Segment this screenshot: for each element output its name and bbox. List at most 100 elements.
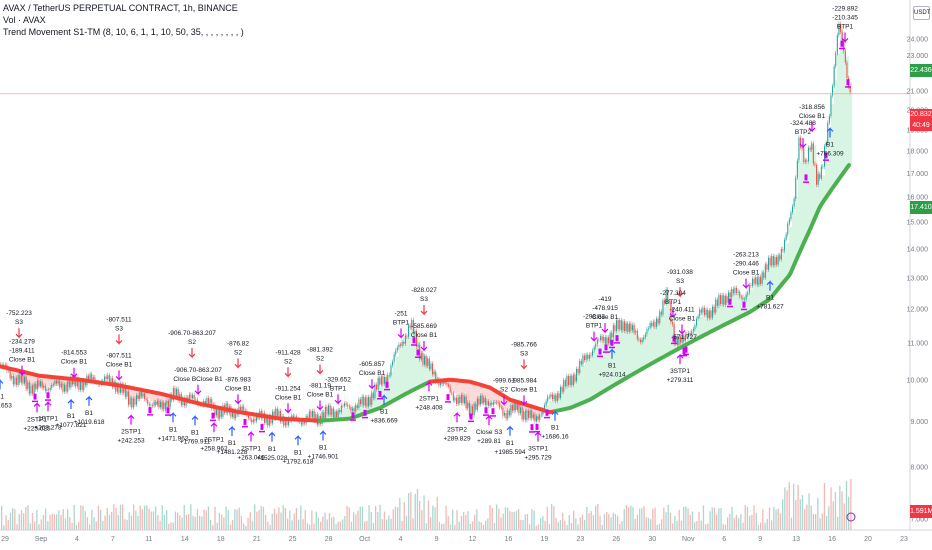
take-profit-marker-base	[350, 419, 356, 421]
candle-body	[672, 322, 674, 325]
candle-body	[604, 337, 606, 344]
candle-body	[513, 401, 515, 411]
volume-bar	[810, 505, 812, 530]
volume-bar	[647, 517, 650, 530]
signal-arrow-down	[284, 403, 292, 414]
volume-bar	[533, 510, 535, 530]
fill-slice	[819, 182, 823, 209]
candle-body	[537, 416, 539, 420]
candle-body	[809, 147, 811, 150]
candle-body	[481, 395, 483, 403]
take-profit-marker-base	[681, 354, 687, 357]
candle-body	[110, 378, 112, 382]
signal-long: B1 +1471.962	[158, 411, 189, 442]
volume-bar	[740, 514, 742, 530]
volume-bar	[359, 506, 361, 530]
fill-slice	[753, 285, 757, 310]
volume-bar	[597, 504, 599, 530]
candle-body	[830, 95, 832, 117]
volume-bar	[588, 513, 590, 530]
fill-slice	[552, 398, 556, 412]
candle-body	[734, 287, 736, 294]
fill-slice	[357, 405, 361, 417]
volume-bar	[1, 505, 3, 530]
indicator-legend[interactable]: Trend Movement S1-TM (8, 10, 6, 1, 1, 10…	[3, 27, 244, 37]
fill-slice	[696, 322, 700, 340]
candle-body	[636, 330, 638, 340]
volume-bar	[212, 525, 214, 530]
signal-label: +263.046	[237, 454, 265, 461]
fill-slice	[597, 344, 601, 396]
signal-close: Close B1 -318.856	[799, 104, 826, 133]
replay-icon[interactable]	[846, 512, 856, 522]
moving-average-line	[428, 377, 556, 415]
signal-arrow-down	[678, 324, 686, 335]
fill-slice	[810, 147, 814, 230]
volume-bar	[808, 493, 810, 530]
x-tick-label: 9	[435, 536, 439, 543]
volume-bar	[174, 511, 177, 530]
currency-button[interactable]: USDT	[913, 6, 930, 20]
signal-short: S3 -807.511	[106, 316, 132, 345]
candle-body	[41, 381, 43, 388]
signal-long: B1 +1019.618	[74, 395, 105, 426]
volume-bar	[702, 505, 705, 530]
signal-short: S3 -931.038	[667, 269, 693, 298]
candle-body	[172, 388, 174, 401]
candle-body	[635, 330, 637, 333]
candle-body	[121, 383, 123, 393]
volume-bar	[837, 516, 839, 530]
fill-slice	[531, 406, 535, 418]
volume-bar	[438, 521, 441, 530]
volume-bar	[166, 510, 168, 530]
candle-body	[292, 415, 294, 418]
moving-average-line	[318, 379, 432, 423]
fill-slice	[339, 410, 343, 420]
candle-body	[425, 356, 427, 366]
signal-label: +1019.618	[74, 419, 105, 426]
signal-close: Close B1 -985.984	[511, 377, 538, 406]
candle-body	[332, 408, 334, 418]
candle-body	[624, 321, 626, 331]
signal-label: B1	[228, 440, 236, 447]
volume-legend[interactable]: Vol · AVAX	[3, 15, 46, 25]
signal-label: S3	[115, 325, 123, 332]
candle-body	[745, 294, 747, 300]
volume-bar	[524, 514, 526, 530]
candle-body	[124, 384, 126, 397]
signal-label: -876.82	[227, 340, 249, 347]
volume-bar	[815, 514, 817, 530]
candle-body	[251, 419, 253, 423]
candle-body	[372, 392, 374, 399]
take-profit-marker	[545, 409, 549, 416]
fill-slice	[825, 155, 829, 200]
candle-body	[265, 416, 267, 423]
candle-body	[497, 402, 499, 404]
volume-bar	[278, 507, 280, 530]
symbol-legend[interactable]: AVAX / TetherUS PERPETUAL CONTRACT, 1h, …	[3, 3, 238, 13]
volume-bar	[529, 524, 531, 530]
signal-label: B1	[826, 141, 834, 148]
signal-long: B1 +33.653	[0, 378, 12, 409]
fill-slice	[666, 300, 670, 356]
fill-slice	[495, 390, 499, 404]
candle-body	[444, 381, 446, 383]
fill-slice	[774, 261, 778, 295]
candle-body	[473, 403, 475, 415]
candle-body	[729, 292, 731, 298]
candle-body	[276, 408, 278, 418]
candle-body	[384, 377, 386, 384]
volume-bar	[251, 521, 254, 530]
signal-label: -585.669	[411, 323, 437, 330]
candle-body	[684, 334, 686, 342]
candle-body	[40, 381, 42, 387]
last-price-tag: 20.832 40:49	[910, 109, 932, 131]
take-profit-marker-base	[210, 419, 216, 422]
volume-bar	[566, 524, 568, 530]
candle-body	[241, 406, 243, 411]
x-tick-label: 18	[217, 536, 225, 543]
volume-bar	[746, 506, 749, 530]
signal-label: S2	[234, 349, 242, 356]
candle-body	[633, 324, 635, 333]
